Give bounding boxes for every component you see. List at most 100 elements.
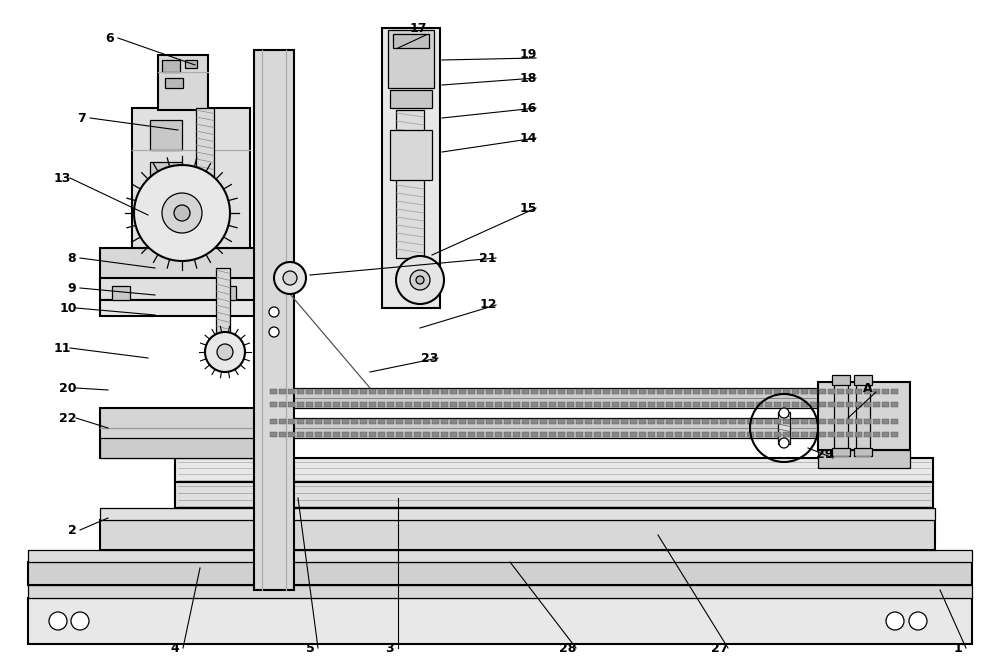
Bar — [792, 432, 799, 437]
Bar — [729, 419, 736, 424]
Bar — [594, 389, 601, 394]
Circle shape — [909, 612, 927, 630]
Bar — [675, 402, 682, 407]
Bar — [468, 432, 475, 437]
Bar — [414, 389, 421, 394]
Text: 14: 14 — [519, 132, 537, 144]
Bar — [268, 418, 896, 438]
Bar — [630, 419, 637, 424]
Bar — [513, 432, 520, 437]
Bar — [747, 402, 754, 407]
Bar — [254, 50, 294, 590]
Bar — [684, 419, 691, 424]
Circle shape — [779, 408, 789, 418]
Bar — [765, 419, 772, 424]
Bar — [495, 432, 502, 437]
Bar — [846, 389, 853, 394]
Bar — [540, 402, 547, 407]
Bar — [218, 286, 236, 300]
Bar — [621, 402, 628, 407]
Bar — [441, 389, 448, 394]
Bar — [414, 419, 421, 424]
Bar — [540, 432, 547, 437]
Bar — [28, 598, 972, 644]
Bar — [828, 419, 835, 424]
Bar — [268, 388, 896, 408]
Bar — [306, 432, 313, 437]
Bar — [864, 402, 871, 407]
Bar — [441, 402, 448, 407]
Circle shape — [779, 438, 789, 448]
Bar — [393, 34, 429, 48]
Bar — [150, 120, 182, 150]
Bar — [765, 432, 772, 437]
Bar — [360, 389, 367, 394]
Bar — [864, 389, 871, 394]
Bar — [423, 389, 430, 394]
Bar — [297, 432, 304, 437]
Bar — [783, 419, 790, 424]
Bar — [765, 389, 772, 394]
Bar — [100, 408, 265, 458]
Bar — [854, 375, 872, 385]
Text: 17: 17 — [409, 22, 427, 34]
Bar — [648, 402, 655, 407]
Bar — [459, 419, 466, 424]
Bar — [558, 432, 565, 437]
Bar — [522, 432, 529, 437]
Bar — [387, 419, 394, 424]
Bar — [720, 402, 727, 407]
Bar — [549, 402, 556, 407]
Bar — [351, 432, 358, 437]
Bar — [630, 432, 637, 437]
Bar — [477, 419, 484, 424]
Bar — [783, 389, 790, 394]
Bar — [702, 419, 709, 424]
Bar — [279, 389, 286, 394]
Bar — [639, 432, 646, 437]
Bar — [486, 419, 493, 424]
Bar — [450, 432, 457, 437]
Text: 20: 20 — [59, 382, 77, 394]
Bar — [738, 402, 745, 407]
Bar — [882, 389, 889, 394]
Circle shape — [134, 165, 230, 261]
Bar — [738, 432, 745, 437]
Bar — [297, 389, 304, 394]
Bar — [657, 402, 664, 407]
Bar — [720, 419, 727, 424]
Text: 9: 9 — [68, 282, 76, 294]
Bar — [132, 108, 250, 248]
Bar — [702, 389, 709, 394]
Circle shape — [396, 256, 444, 304]
Bar — [711, 419, 718, 424]
Bar — [185, 60, 197, 68]
Bar — [657, 419, 664, 424]
Bar — [832, 375, 850, 385]
Bar — [837, 432, 844, 437]
Circle shape — [886, 612, 904, 630]
Bar — [854, 448, 872, 456]
Bar — [165, 78, 183, 88]
Bar — [468, 402, 475, 407]
Bar — [486, 389, 493, 394]
Bar — [810, 419, 817, 424]
Bar — [630, 389, 637, 394]
Bar — [612, 402, 619, 407]
Bar — [891, 432, 898, 437]
Bar — [832, 448, 850, 456]
Bar — [495, 402, 502, 407]
Bar — [756, 432, 763, 437]
Bar — [423, 419, 430, 424]
Bar — [837, 389, 844, 394]
Bar — [621, 389, 628, 394]
Bar — [342, 402, 349, 407]
Bar — [612, 389, 619, 394]
Bar — [540, 419, 547, 424]
Bar — [513, 402, 520, 407]
Bar — [684, 389, 691, 394]
Circle shape — [71, 612, 89, 630]
Bar — [486, 432, 493, 437]
Bar — [100, 300, 262, 316]
Circle shape — [274, 262, 306, 294]
